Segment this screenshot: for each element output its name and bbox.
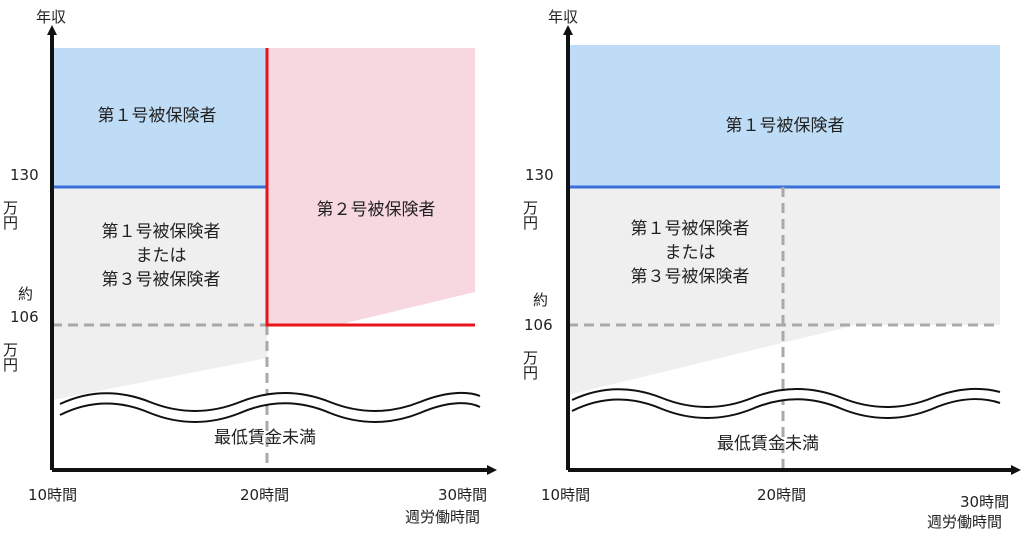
left-grey-region xyxy=(52,187,267,325)
left-grey-wedge xyxy=(52,325,267,400)
right-wave-line-top xyxy=(571,387,1001,408)
left-y-label-130: 130 xyxy=(10,166,39,184)
left-wave-line-bottom xyxy=(59,402,481,423)
right-first-insured-label: 第１号被保険者 xyxy=(726,116,845,136)
right-wave-line-bottom xyxy=(571,398,1001,419)
right-first-or-third-line2: または xyxy=(665,243,716,263)
right-x-label-30h: 30時間 xyxy=(960,493,1009,511)
left-first-or-third-line3: 第３号被保険者 xyxy=(102,270,221,290)
right-y-axis-title: 年収 xyxy=(548,8,578,26)
right-y-label-106-unit: 万円 xyxy=(521,350,539,381)
left-y-label-130-unit: 万円 xyxy=(1,200,19,231)
left-diagram: 第１号被保険者 第２号被保険者 第１号被保険者 または 第３号被保険者 最低賃金… xyxy=(1,8,497,526)
right-x-label-20h: 20時間 xyxy=(757,486,806,504)
right-y-label-130-unit: 万円 xyxy=(521,200,539,231)
right-below-min-wage-label: 最低賃金未満 xyxy=(717,434,819,454)
left-below-min-wage-label: 最低賃金未満 xyxy=(214,428,316,448)
left-x-label-10h: 10時間 xyxy=(28,486,77,504)
left-wave-band xyxy=(60,392,480,422)
left-wave-line-top xyxy=(59,391,481,412)
right-white-wedge xyxy=(858,290,1000,325)
left-second-insured-boundary xyxy=(265,48,475,327)
right-x-label-10h: 10時間 xyxy=(541,486,590,504)
right-y-label-130: 130 xyxy=(525,166,554,184)
left-x-label-30h: 30時間 xyxy=(438,486,487,504)
left-first-or-third-line1: 第１号被保険者 xyxy=(102,222,221,242)
right-grey-wedge xyxy=(568,290,1000,395)
left-y-label-106-unit: 万円 xyxy=(1,342,19,373)
right-first-or-third-line1: 第１号被保険者 xyxy=(631,219,750,239)
left-first-insured-region xyxy=(52,48,267,187)
right-x-axis-title: 週労働時間 xyxy=(927,513,1002,531)
left-first-or-third-line2: または xyxy=(136,246,187,266)
left-x-axis-title: 週労働時間 xyxy=(405,508,480,526)
right-y-label-approx: 約 xyxy=(533,291,548,309)
right-y-label-106: 106 xyxy=(524,316,553,334)
left-x-label-20h: 20時間 xyxy=(240,486,289,504)
left-first-insured-label: 第１号被保険者 xyxy=(98,106,217,126)
right-first-or-third-line3: 第３号被保険者 xyxy=(631,267,750,287)
right-first-insured-region xyxy=(568,45,1000,187)
left-y-label-approx: 約 xyxy=(18,285,33,303)
left-second-insured-label: 第２号被保険者 xyxy=(317,200,436,220)
right-wave-band xyxy=(572,388,1000,418)
left-y-label-106: 106 xyxy=(10,308,39,326)
right-diagram: 第１号被保険者 第１号被保険者 または 第３号被保険者 最低賃金未満 年収 13… xyxy=(521,8,1021,531)
left-white-wedge xyxy=(267,292,475,342)
left-second-insured-region xyxy=(267,48,475,325)
left-y-axis-title: 年収 xyxy=(36,8,66,26)
